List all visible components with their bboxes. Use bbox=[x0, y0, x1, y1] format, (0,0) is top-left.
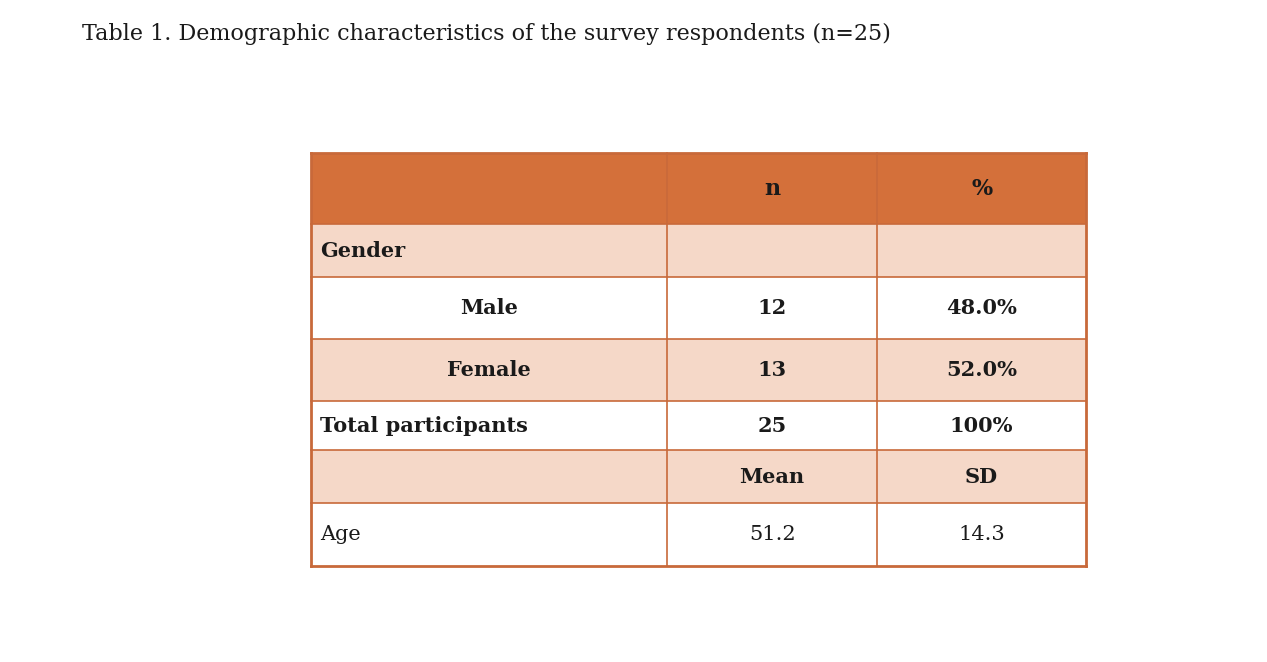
Text: 25: 25 bbox=[758, 416, 787, 436]
Text: SD: SD bbox=[965, 467, 998, 487]
Bar bbox=[877, 503, 1086, 566]
Text: 100%: 100% bbox=[950, 416, 1014, 436]
Bar bbox=[877, 277, 1086, 339]
Text: 51.2: 51.2 bbox=[749, 525, 796, 544]
Bar bbox=[310, 339, 668, 401]
Text: 48.0%: 48.0% bbox=[946, 298, 1017, 318]
Text: 13: 13 bbox=[758, 360, 787, 380]
Bar bbox=[877, 224, 1086, 277]
Bar bbox=[668, 277, 877, 339]
Bar bbox=[877, 154, 1086, 224]
Text: Total participants: Total participants bbox=[319, 416, 528, 436]
Text: 12: 12 bbox=[758, 298, 787, 318]
Bar bbox=[668, 339, 877, 401]
Text: Male: Male bbox=[460, 298, 518, 318]
Text: Age: Age bbox=[319, 525, 361, 544]
Text: Gender: Gender bbox=[319, 241, 405, 261]
Text: Table 1. Demographic characteristics of the survey respondents (n=25): Table 1. Demographic characteristics of … bbox=[82, 23, 891, 45]
Bar bbox=[310, 154, 668, 224]
Bar bbox=[310, 401, 668, 450]
Bar bbox=[310, 277, 668, 339]
Bar bbox=[668, 154, 877, 224]
Bar bbox=[310, 450, 668, 503]
Bar bbox=[668, 503, 877, 566]
Text: 52.0%: 52.0% bbox=[946, 360, 1017, 380]
Text: 14.3: 14.3 bbox=[958, 525, 1005, 544]
Text: Mean: Mean bbox=[740, 467, 805, 487]
Bar bbox=[877, 339, 1086, 401]
Bar bbox=[668, 401, 877, 450]
Text: %: % bbox=[971, 178, 992, 200]
Bar bbox=[310, 224, 668, 277]
Bar bbox=[877, 450, 1086, 503]
Bar bbox=[668, 224, 877, 277]
Bar bbox=[877, 401, 1086, 450]
Text: n: n bbox=[764, 178, 780, 200]
Text: Female: Female bbox=[447, 360, 531, 380]
Bar bbox=[310, 503, 668, 566]
Bar bbox=[668, 450, 877, 503]
